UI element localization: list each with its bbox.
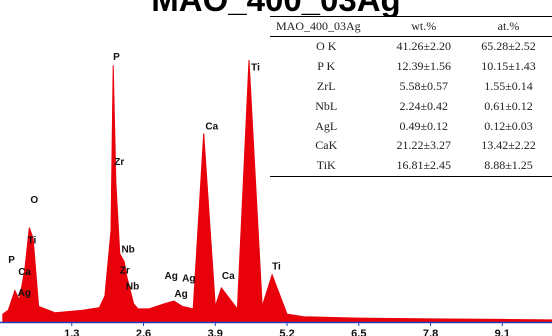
x-tick-label: 2.6: [136, 328, 151, 336]
peak-label: Nb: [121, 245, 134, 256]
table-cell-element: P K: [317, 59, 336, 74]
table-row: AgL 0.49±0.12 0.12±0.03: [270, 116, 552, 136]
table-cell-at: 1.55±0.14: [484, 78, 533, 93]
peak-label: Ag: [182, 273, 195, 284]
x-tick-label: 1.3: [64, 328, 79, 336]
peak-label: Ca: [222, 271, 235, 282]
table-cell-at: 65.28±2.52: [481, 39, 536, 54]
peak-label: Ca: [18, 267, 31, 278]
table-row: TiK 16.81±2.45 8.88±1.25: [270, 156, 552, 177]
table-header-sample: MAO_400_03Ag: [276, 19, 361, 33]
table-cell-element: CaK: [315, 138, 338, 153]
table-cell-at: 0.61±0.12: [484, 98, 533, 113]
peak-label: O: [30, 195, 38, 206]
peak-label: Ca: [205, 121, 218, 132]
table-row: O K 41.26±2.20 65.28±2.52: [270, 37, 552, 57]
peak-label: Ag: [174, 289, 187, 300]
table-cell-wt: 41.26±2.20: [396, 39, 452, 54]
peak-label: Ti: [251, 62, 260, 73]
table-cell-wt: 2.24±0.42: [399, 98, 449, 113]
table-cell-wt: 12.39±1.56: [396, 59, 452, 74]
table-cell-wt: 21.22±3.27: [396, 138, 452, 153]
table-row: NbL 2.24±0.42 0.61±0.12: [270, 96, 552, 116]
peak-label: Ti: [28, 235, 37, 246]
peak-label: Ti: [272, 262, 281, 273]
peak-label: Zr: [120, 266, 130, 277]
table-cell-wt: 0.49±0.12: [399, 118, 449, 133]
table-row: CaK 21.22±3.27 13.42±2.22: [270, 136, 552, 156]
peak-label: P: [113, 52, 120, 63]
peak-label: Nb: [126, 281, 139, 292]
peak-label: Zr: [114, 157, 124, 168]
x-tick-label: 3.9: [208, 328, 223, 336]
table-cell-element: O K: [316, 39, 337, 54]
table-row: P K 12.39±1.56 10.15±1.43: [270, 57, 552, 77]
spectrum-series-area: [2, 59, 552, 323]
table-cell-element: ZrL: [316, 78, 336, 93]
table-cell-at: 8.88±1.25: [484, 158, 533, 173]
table-cell-element: NbL: [315, 98, 338, 113]
table-header-at: at.%: [497, 19, 520, 33]
peak-label: P: [8, 255, 15, 266]
x-tick-label: 9.1: [495, 328, 510, 336]
table-cell-wt: 16.81±2.45: [396, 158, 452, 173]
table-cell-element: TiK: [316, 158, 336, 173]
table-cell-element: AgL: [315, 118, 338, 133]
chart-title: MAO_400_03Ag: [0, 0, 552, 19]
table-cell-wt: 5.58±0.57: [399, 78, 449, 93]
x-tick-label: 7.8: [423, 328, 438, 336]
table-cell-at: 13.42±2.22: [481, 138, 536, 153]
peak-label: Ag: [164, 271, 177, 282]
table-header-wt: wt.%: [411, 19, 437, 33]
peak-label: Ag: [18, 288, 31, 299]
table-header-row: MAO_400_03Ag wt.% at.%: [270, 16, 552, 37]
table-row: ZrL 5.58±0.57 1.55±0.14: [270, 77, 552, 97]
table-cell-at: 10.15±1.43: [481, 59, 536, 74]
table-cell-at: 0.12±0.03: [484, 118, 533, 133]
x-tick-label: 6.5: [351, 328, 366, 336]
composition-table: MAO_400_03Ag wt.% at.% O K 41.26±2.20 65…: [270, 16, 552, 177]
x-tick-label: 5.2: [279, 328, 294, 336]
